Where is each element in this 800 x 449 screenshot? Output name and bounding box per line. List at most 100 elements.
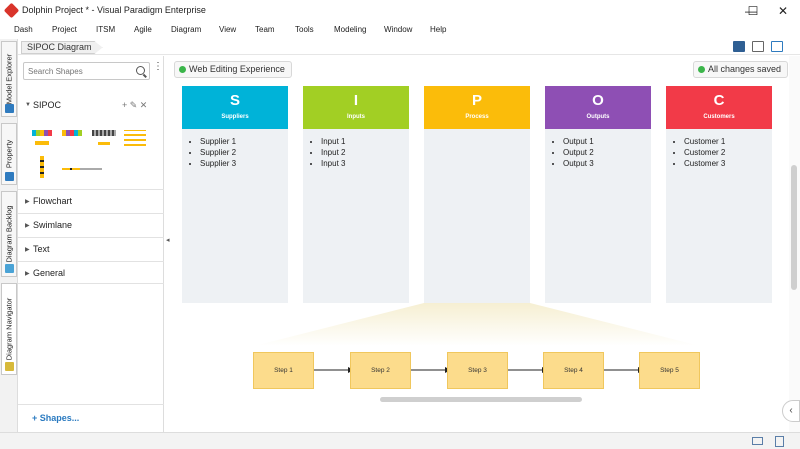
section-swimlane-label: Swimlane <box>33 220 73 230</box>
process-step[interactable]: Step 4 <box>543 352 604 389</box>
sipoc-flow-shape[interactable] <box>62 168 102 170</box>
pin-icon[interactable] <box>733 41 745 52</box>
column-name: Customers <box>703 114 735 120</box>
status-dot-icon <box>179 66 186 73</box>
column-letter: C <box>713 92 725 109</box>
chevron-down-icon: ▼ <box>25 102 31 108</box>
column-name: Inputs <box>347 114 365 120</box>
model-explorer-icon <box>5 104 14 113</box>
breadcrumb[interactable]: SIPOC Diagram <box>21 41 103 54</box>
tab-diagram-backlog[interactable]: Diagram Backlog <box>1 191 17 277</box>
tab-diagram-navigator[interactable]: Diagram Navigator <box>1 283 17 375</box>
search-icon[interactable] <box>136 66 145 75</box>
menu-view[interactable]: View <box>219 25 237 34</box>
column-list: Input 1 Input 2 Input 3 <box>317 136 345 169</box>
list-item: Customer 3 <box>684 158 725 169</box>
search-box <box>23 62 150 80</box>
list-item: Output 2 <box>563 147 594 158</box>
navigator-icon <box>5 362 14 371</box>
search-input[interactable] <box>28 65 128 78</box>
menu-tools[interactable]: Tools <box>295 25 314 34</box>
chevron-right-icon: ▶ <box>25 271 30 277</box>
sipoc-table-shape[interactable] <box>92 130 116 136</box>
mail-icon[interactable] <box>752 437 763 445</box>
section-flowchart[interactable]: ▶ Flowchart <box>18 189 164 212</box>
sipoc-column-suppliers[interactable]: S Suppliers Supplier 1 Supplier 2 Suppli… <box>182 86 288 303</box>
column-letter: S <box>229 92 240 109</box>
sipoc-column-customers[interactable]: C Customers Customer 1 Customer 2 Custom… <box>666 86 772 303</box>
sipoc-column-process[interactable]: P Process <box>424 86 530 303</box>
close-button[interactable]: ✕ <box>777 4 789 18</box>
column-header: I Inputs <box>303 86 409 129</box>
sipoc-header-shape[interactable] <box>62 130 82 136</box>
menu-window[interactable]: Window <box>384 25 413 34</box>
menu-team[interactable]: Team <box>255 25 275 34</box>
shapes-panel: ⋮ ▼ SIPOC + ✎ ✕ ▶ Flowchart ▶ Swimlane ▶… <box>18 56 164 432</box>
diagram-canvas[interactable]: Web Editing Experience All changes saved… <box>172 56 788 432</box>
column-list: Supplier 1 Supplier 2 Supplier 3 <box>196 136 236 169</box>
collapse-panel-button[interactable]: ‹ <box>782 400 800 422</box>
tab-model-explorer[interactable]: Model Explorer <box>1 41 17 117</box>
menu-dash[interactable]: Dash <box>14 25 33 34</box>
menu-project[interactable]: Project <box>52 25 77 34</box>
vertical-scrollbar[interactable] <box>791 165 797 290</box>
chevron-right-icon: ▶ <box>25 223 30 229</box>
breadcrumb-bar: SIPOC Diagram <box>18 39 800 55</box>
chevron-right-icon: ▶ <box>25 199 30 205</box>
column-header: P Process <box>424 86 530 129</box>
title-bar: Dolphin Project * - Visual Paradigm Ente… <box>0 0 800 22</box>
tab-diagram-navigator-label: Diagram Navigator <box>4 297 14 361</box>
sipoc-step-small-shape[interactable] <box>98 142 110 145</box>
document-edit-icon[interactable] <box>775 436 784 447</box>
status-dot-icon <box>697 66 705 73</box>
process-step[interactable]: Step 2 <box>350 352 411 389</box>
backlog-icon <box>5 264 14 273</box>
minimize-button[interactable]: — <box>745 4 757 18</box>
web-editing-badge: Web Editing Experience <box>174 61 292 78</box>
process-step[interactable]: Step 1 <box>253 352 314 389</box>
section-sipoc[interactable]: ▼ SIPOC <box>18 94 164 117</box>
menu-help[interactable]: Help <box>430 25 447 34</box>
sipoc-step-shape[interactable] <box>35 141 49 145</box>
layout-icon[interactable] <box>752 41 764 52</box>
sipoc-column-outputs[interactable]: O Outputs Output 1 Output 2 Output 3 <box>545 86 651 303</box>
section-flowchart-label: Flowchart <box>33 196 73 206</box>
menu-modeling[interactable]: Modeling <box>334 25 367 34</box>
list-item: Input 1 <box>321 136 345 147</box>
panel-splitter[interactable]: ◂ <box>166 237 170 244</box>
horizontal-scrollbar[interactable] <box>380 397 582 402</box>
sipoc-template-shape[interactable] <box>32 130 52 136</box>
list-item: Customer 2 <box>684 147 725 158</box>
property-icon <box>5 172 14 181</box>
export-icon[interactable] <box>771 41 783 52</box>
section-text[interactable]: ▶ Text <box>18 237 164 260</box>
maximize-button[interactable]: ☐ <box>747 4 759 18</box>
menu-itsm[interactable]: ITSM <box>96 25 116 34</box>
tab-diagram-backlog-label: Diagram Backlog <box>4 205 14 263</box>
add-shapes-link[interactable]: + Shapes... <box>32 413 80 423</box>
menu-agile[interactable]: Agile <box>134 25 152 34</box>
section-actions[interactable]: + ✎ ✕ <box>122 100 148 110</box>
divider <box>18 404 164 405</box>
section-general-label: General <box>33 268 66 278</box>
list-item: Customer 1 <box>684 136 725 147</box>
app-logo-icon <box>3 2 20 19</box>
column-letter: O <box>592 92 604 109</box>
section-general[interactable]: ▶ General <box>18 261 164 284</box>
saved-status-label: All changes saved <box>707 64 781 74</box>
process-step[interactable]: Step 3 <box>447 352 508 389</box>
menu-bar: Dash Project ITSM Agile Diagram View Tea… <box>0 22 800 38</box>
sipoc-column-inputs[interactable]: I Inputs Input 1 Input 2 Input 3 <box>303 86 409 303</box>
menu-diagram[interactable]: Diagram <box>171 25 202 34</box>
tab-model-explorer-label: Model Explorer <box>4 53 14 105</box>
sipoc-vertical-shape[interactable] <box>40 156 44 178</box>
left-tab-strip: Model Explorer Property Diagram Backlog … <box>0 39 18 449</box>
column-letter: I <box>353 92 359 109</box>
more-options-icon[interactable]: ⋮ <box>153 61 163 72</box>
section-swimlane[interactable]: ▶ Swimlane <box>18 213 164 236</box>
tab-property[interactable]: Property <box>1 123 17 185</box>
column-header: S Suppliers <box>182 86 288 129</box>
process-step[interactable]: Step 5 <box>639 352 700 389</box>
chevron-right-icon: ▶ <box>25 247 30 253</box>
sipoc-list-shape[interactable] <box>124 130 146 146</box>
